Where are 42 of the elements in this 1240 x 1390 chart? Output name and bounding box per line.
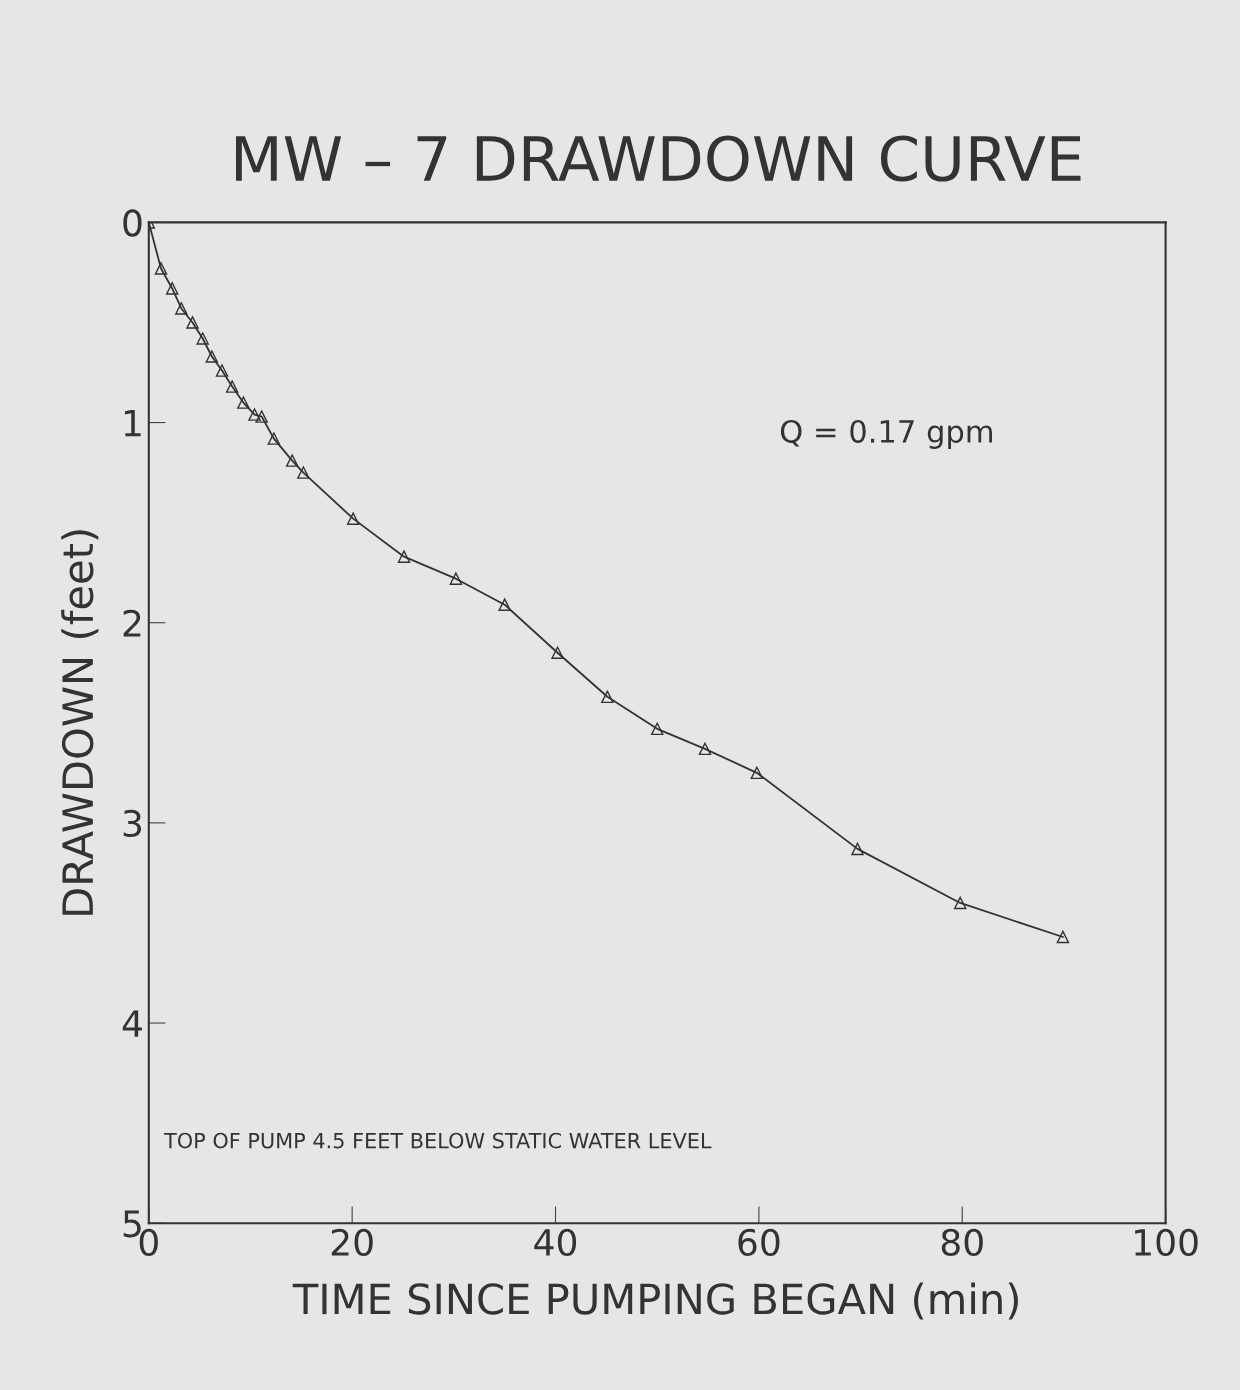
y-tick-label: 5: [123, 1210, 141, 1238]
x-tick-label: 100: [1135, 1228, 1198, 1257]
point: [750, 766, 764, 780]
point: [1056, 930, 1070, 944]
point: [297, 466, 310, 479]
point: [255, 410, 268, 423]
point: [165, 282, 179, 295]
point: [851, 842, 864, 856]
point: [346, 512, 360, 525]
x-tick-label: 80: [941, 1228, 983, 1257]
x-tick-label: 20: [331, 1228, 373, 1257]
point: [601, 690, 614, 704]
point: [225, 380, 239, 393]
y-tick-label: 2: [123, 609, 141, 637]
point: [498, 598, 511, 611]
y-tick-label: 3: [123, 809, 142, 838]
annotation: TOP OF PUMP 4.5 FEET BELOW STATIC WATER LEVEL: [163, 1132, 712, 1149]
point: [248, 408, 261, 421]
point: [267, 432, 281, 445]
point: [196, 332, 209, 345]
x-tick-label: 40: [534, 1228, 577, 1257]
x-axis-title: TIME SINCE PUMPING BEGAN (min): [292, 1282, 1018, 1320]
y-tick-label: 4: [122, 1010, 142, 1037]
point: [551, 646, 564, 659]
point: [397, 550, 411, 563]
point: [953, 896, 967, 910]
point: [237, 396, 250, 409]
y-tick-label: 1: [124, 409, 141, 437]
point: [175, 302, 188, 315]
y-axis-title: DRAWDOWN (feet): [61, 530, 99, 915]
point: [215, 364, 229, 377]
point: [186, 316, 199, 329]
point: [449, 572, 463, 585]
point: [205, 350, 219, 363]
annotation: Q = 0.17 gpm: [780, 419, 992, 449]
point: [154, 262, 168, 275]
y-tick-label: 0: [123, 209, 142, 237]
point: [285, 454, 299, 467]
point: [650, 722, 664, 736]
point: [698, 742, 712, 756]
x-tick-label: 60: [738, 1228, 780, 1257]
chart-title: MW – 7 DRAWDOWN CURVE: [235, 135, 1081, 182]
